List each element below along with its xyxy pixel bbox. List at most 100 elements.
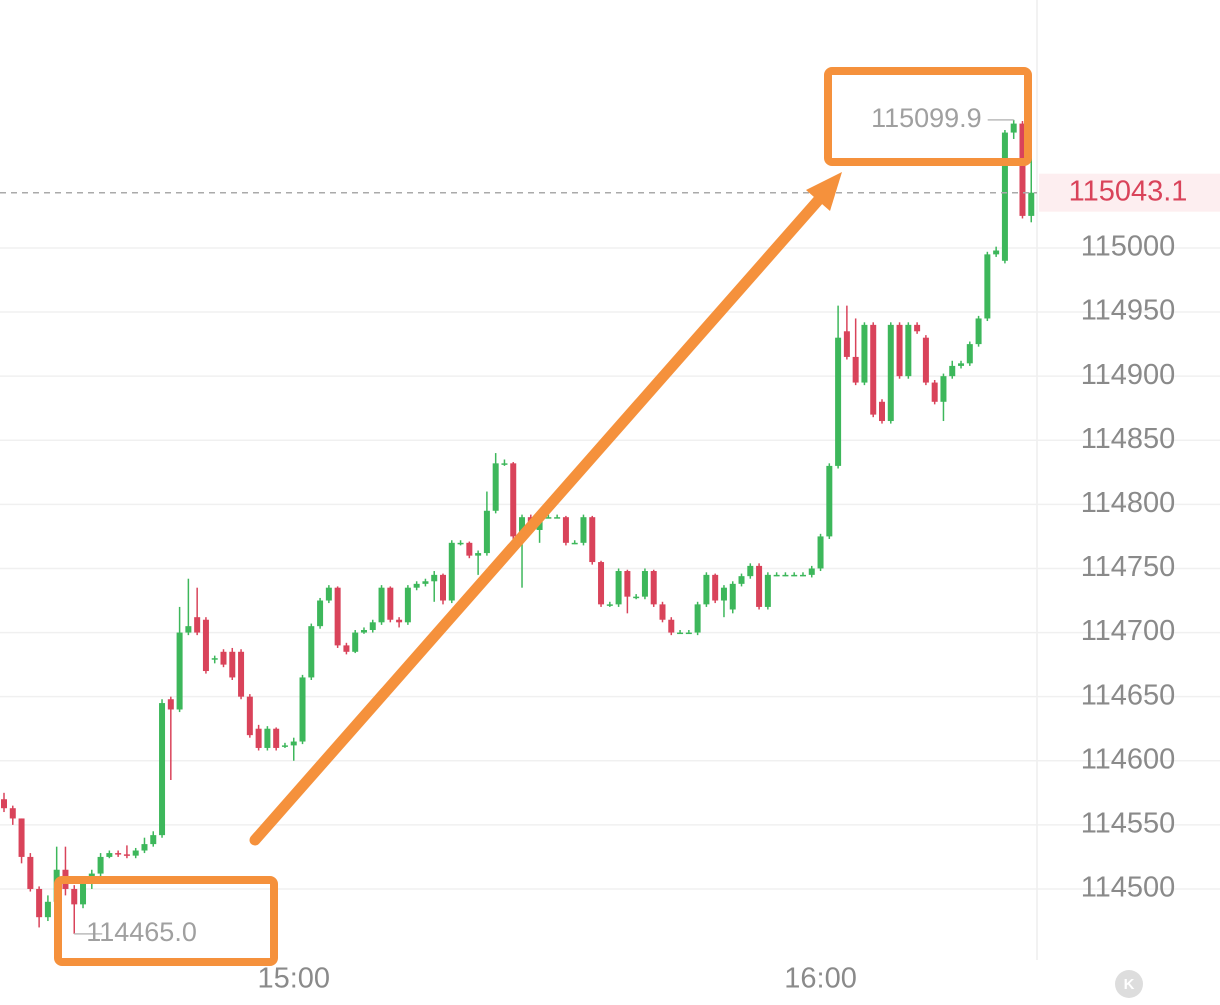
last-price-label: 115043.1 xyxy=(1069,175,1188,207)
candle-body xyxy=(422,581,429,584)
k-icon[interactable] xyxy=(1115,970,1143,998)
candle-body xyxy=(808,568,815,575)
candle-body xyxy=(202,619,209,672)
candle-body xyxy=(703,574,710,605)
candle-body xyxy=(211,658,218,660)
candle-body xyxy=(1001,132,1008,261)
candle-body xyxy=(922,337,929,383)
candle-body xyxy=(334,587,341,646)
candle-body xyxy=(641,571,648,597)
y-tick-label: 114600 xyxy=(1081,743,1176,775)
y-tick-label: 114850 xyxy=(1081,423,1176,455)
candle-body xyxy=(290,741,297,746)
candle-body xyxy=(343,645,350,652)
candle-body xyxy=(931,382,938,402)
candle-body xyxy=(589,517,596,563)
y-tick-label: 114500 xyxy=(1081,872,1176,904)
y-tick-label: 114550 xyxy=(1081,808,1176,840)
candles xyxy=(1,119,1035,934)
candle-body xyxy=(747,565,754,577)
candle-body xyxy=(940,376,947,402)
candle-body xyxy=(440,574,446,601)
candle-body xyxy=(843,331,850,357)
candle-body xyxy=(554,517,561,519)
candle-body xyxy=(606,604,613,606)
candle-body xyxy=(615,571,622,605)
candle-body xyxy=(141,844,148,851)
candle-body xyxy=(887,324,894,422)
candle-body xyxy=(194,617,201,633)
candle-body xyxy=(281,745,288,747)
candle-body xyxy=(1,799,7,809)
candle-body xyxy=(9,808,16,819)
candle-body xyxy=(264,728,271,748)
candle-body xyxy=(308,626,315,678)
labels: 114500 114550 114600 114650 114700 114750 1148… xyxy=(0,103,1220,995)
candle-body xyxy=(519,517,526,537)
candle-body xyxy=(712,574,719,601)
candle-body xyxy=(756,565,763,607)
candle-body xyxy=(483,510,490,554)
candle-body xyxy=(132,850,139,856)
candle-body xyxy=(510,463,517,537)
candle-body xyxy=(799,574,806,577)
candle-body xyxy=(317,600,324,627)
candle-body xyxy=(580,517,587,543)
candle-body xyxy=(624,571,631,597)
candle-body xyxy=(475,553,482,556)
max-label: 115099.9 xyxy=(871,103,982,133)
candle-body xyxy=(975,318,982,345)
candle-body xyxy=(220,651,227,665)
y-tick-label: 114900 xyxy=(1081,359,1176,391)
x-tick-label: 16:00 xyxy=(784,963,857,995)
candle-body xyxy=(861,324,868,383)
candle-body xyxy=(905,324,912,377)
candle-body xyxy=(782,574,789,577)
candle-body xyxy=(896,324,903,377)
candle-body xyxy=(106,853,113,857)
candle-body xyxy=(501,463,508,465)
candle-body xyxy=(1019,123,1026,216)
candle-body xyxy=(44,901,51,918)
y-tick-label: 115000 xyxy=(1081,231,1176,263)
candle-body xyxy=(97,856,104,874)
candle-body xyxy=(387,587,394,620)
arrow-shaft xyxy=(249,190,828,846)
candle-body xyxy=(685,632,692,635)
candle-body xyxy=(176,632,183,710)
x-tick-label: 15:00 xyxy=(257,963,330,995)
candle-body xyxy=(668,619,675,633)
candle-body xyxy=(255,728,262,748)
candle-body xyxy=(773,574,780,577)
candle-body xyxy=(123,854,130,856)
candle-body xyxy=(1028,192,1035,216)
candle-body xyxy=(729,583,736,610)
candle-body xyxy=(167,699,174,710)
candle-body xyxy=(764,574,771,607)
candle-body xyxy=(879,401,885,422)
y-tick-label: 114700 xyxy=(1081,615,1176,647)
candle-body xyxy=(273,728,280,748)
highlight-box xyxy=(824,67,1032,166)
candle-body xyxy=(545,517,552,519)
candle-body xyxy=(325,587,332,601)
candle-body xyxy=(914,324,921,332)
candle-body xyxy=(817,536,824,569)
candle-body xyxy=(1010,123,1017,133)
candle-body xyxy=(562,517,569,543)
candle-body xyxy=(396,619,403,623)
candle-body xyxy=(870,324,877,415)
candle-body xyxy=(229,651,236,678)
y-tick-label: 114800 xyxy=(1081,487,1176,519)
candle-body xyxy=(984,254,991,319)
candle-body xyxy=(852,356,859,383)
candle-body xyxy=(958,363,965,366)
candle-body xyxy=(115,853,122,855)
last-price-badge xyxy=(1039,173,1220,212)
candle-body xyxy=(598,562,605,605)
candle-body xyxy=(352,632,359,652)
candle-body xyxy=(457,542,464,545)
candle-body xyxy=(413,583,420,588)
